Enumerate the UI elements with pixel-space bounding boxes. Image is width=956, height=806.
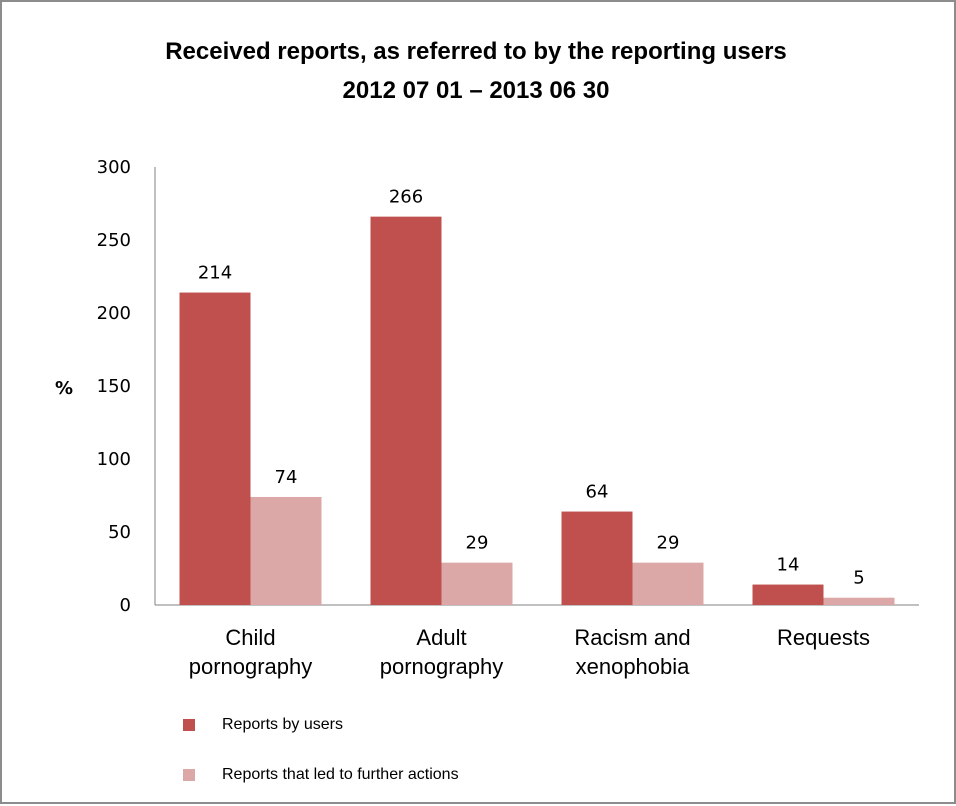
y-tick-label: 200 [97, 303, 131, 324]
y-tick-label: 250 [97, 230, 131, 251]
category-label: xenophobia [576, 654, 691, 679]
y-tick-label: 150 [97, 376, 131, 397]
bar [823, 597, 895, 605]
y-tick-label: 100 [97, 449, 131, 470]
category-label: Racism and [574, 625, 690, 650]
data-label: 29 [657, 533, 680, 554]
data-label: 5 [853, 568, 864, 589]
data-labels: 214 74 266 29 64 29 14 5 [198, 187, 865, 589]
bar [632, 562, 704, 605]
y-tick-label: 50 [108, 522, 131, 543]
bar [179, 292, 251, 605]
legend-swatch [183, 769, 195, 781]
data-label: 214 [198, 263, 232, 284]
data-label: 266 [389, 187, 423, 208]
category-label: Child [225, 625, 275, 650]
category-label: pornography [380, 654, 504, 679]
chart-title-line: Received reports, as referred to by the … [165, 38, 787, 65]
bar [370, 216, 442, 605]
bar [561, 511, 633, 605]
category-label: pornography [189, 654, 313, 679]
legend-label: Reports that led to further actions [222, 766, 459, 783]
category-label: Requests [777, 625, 870, 650]
chart-title: Received reports, as referred to by the … [165, 38, 787, 104]
bar [752, 584, 824, 605]
data-label: 14 [777, 555, 800, 576]
bar [441, 562, 513, 605]
chart-legend: Reports by users Reports that led to furt… [183, 716, 459, 783]
y-axis-label: % [55, 378, 73, 399]
data-label: 74 [275, 467, 298, 488]
data-label: 64 [586, 482, 609, 503]
category-labels: Child pornography Adult pornography Racism a… [189, 625, 870, 679]
legend-label: Reports by users [222, 716, 343, 733]
legend-swatch [183, 719, 195, 731]
data-label: 29 [466, 533, 489, 554]
category-label: Adult [416, 625, 466, 650]
chart-bars [179, 216, 895, 605]
chart-axes: 0 50 100 150 200 250 300% [55, 157, 919, 616]
y-tick-label: 0 [120, 595, 131, 616]
y-tick-label: 300 [97, 157, 131, 178]
chart-title-line: 2012 07 01 – 2013 06 30 [343, 77, 610, 104]
bar [250, 496, 322, 605]
